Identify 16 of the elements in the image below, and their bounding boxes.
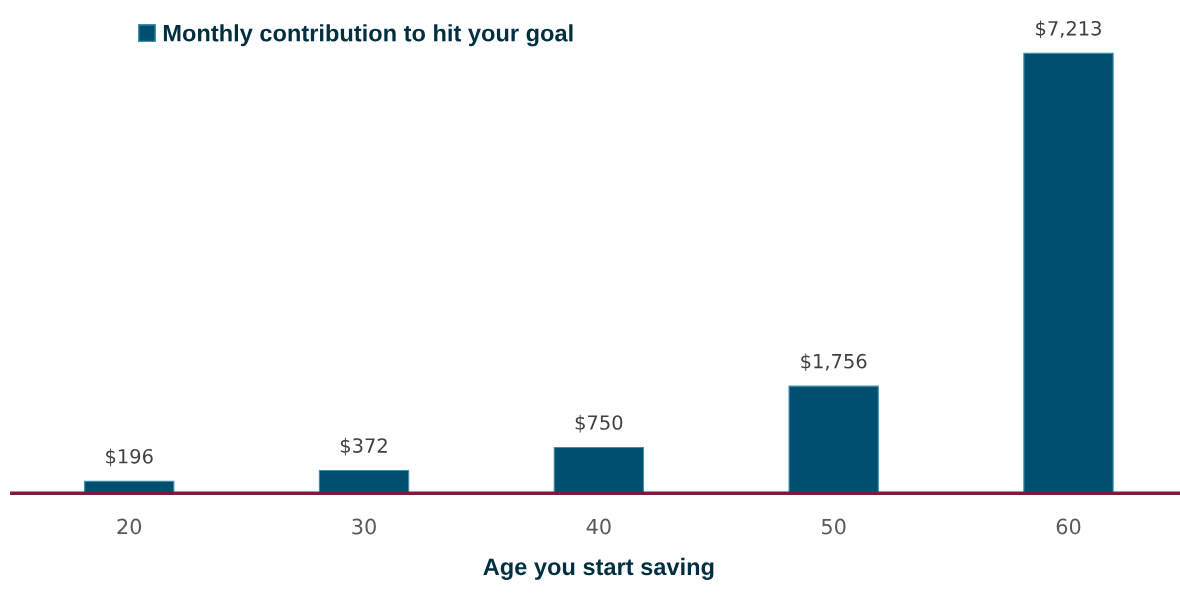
data-label: $750 bbox=[575, 414, 623, 433]
bar bbox=[553, 446, 645, 494]
x-tick-label: 60 bbox=[1056, 518, 1081, 535]
data-label: $372 bbox=[340, 437, 387, 456]
bar bbox=[1023, 52, 1114, 494]
x-tick-label: 50 bbox=[822, 518, 846, 535]
x-tick-label: 20 bbox=[117, 518, 142, 535]
bar bbox=[318, 470, 410, 494]
x-axis-title: Age you start saving bbox=[483, 557, 714, 580]
legend-label: Monthly contribution to hit your goal bbox=[163, 24, 573, 47]
x-tick-label: 30 bbox=[352, 518, 376, 535]
x-tick-label: 40 bbox=[586, 518, 611, 535]
bar bbox=[788, 385, 879, 494]
data-label: $1,756 bbox=[801, 353, 867, 372]
data-label: $7,213 bbox=[1036, 20, 1101, 39]
data-label: $196 bbox=[106, 448, 153, 467]
